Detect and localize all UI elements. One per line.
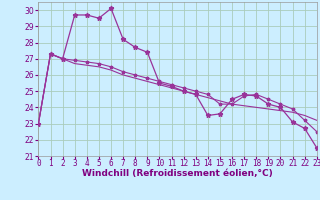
X-axis label: Windchill (Refroidissement éolien,°C): Windchill (Refroidissement éolien,°C) bbox=[82, 169, 273, 178]
